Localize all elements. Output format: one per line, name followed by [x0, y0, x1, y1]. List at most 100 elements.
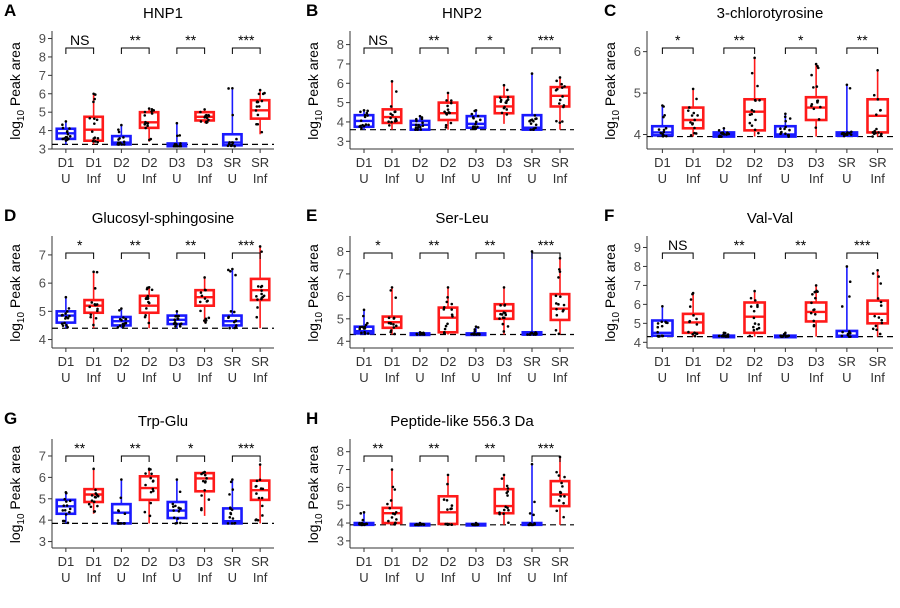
sample-point: [203, 297, 207, 300]
sample-point: [65, 504, 69, 507]
sample-point: [122, 140, 126, 144]
x-tick-label-group: D2: [440, 554, 457, 569]
x-tick-label-group: SR: [838, 155, 856, 170]
significance-label: NS: [668, 237, 687, 253]
y-axis-label-rest: Peak area: [7, 446, 23, 514]
x-tick-label-status: Inf: [870, 171, 885, 186]
sample-point: [117, 138, 120, 141]
sample-point: [175, 322, 178, 326]
y-tick-label: 5: [39, 491, 46, 506]
sample-point: [880, 132, 883, 136]
significance-bracket: [723, 47, 756, 54]
sample-point: [476, 523, 480, 526]
sample-point: [445, 300, 449, 304]
significance-label: **: [734, 32, 745, 48]
sample-point: [204, 115, 207, 118]
significance-label: **: [373, 440, 384, 456]
sample-point: [561, 95, 564, 98]
sample-point: [260, 297, 263, 301]
sample-point: [473, 330, 477, 333]
sample-point: [231, 141, 235, 145]
sample-point: [143, 110, 147, 114]
sample-point: [446, 286, 450, 289]
significance-bracket: [846, 47, 879, 54]
sample-point: [260, 496, 264, 500]
x-tick-label-group: D1: [654, 155, 671, 170]
sample-point: [756, 84, 759, 88]
x-tick-label-status: U: [172, 370, 181, 385]
sample-point: [450, 302, 454, 306]
sample-point: [563, 495, 566, 498]
sample-point: [660, 324, 664, 328]
sample-point: [661, 304, 664, 308]
sample-point: [151, 479, 155, 483]
sample-point: [144, 472, 147, 475]
sample-point: [95, 493, 99, 497]
sample-point: [144, 121, 147, 125]
box-d1-inf: [83, 92, 105, 145]
sample-point: [502, 512, 505, 516]
significance-label: *: [487, 32, 493, 48]
sample-point: [848, 131, 851, 135]
sample-point: [688, 305, 692, 308]
sample-point: [559, 491, 563, 494]
y-axis-label-log: log: [7, 121, 23, 140]
sample-point: [226, 144, 230, 148]
sample-point: [449, 99, 453, 102]
x-tick-label-group: D3: [169, 554, 186, 569]
sample-point: [726, 333, 730, 336]
x-tick-label-group: D2: [113, 155, 130, 170]
sample-point: [505, 108, 509, 111]
sample-point: [172, 144, 176, 148]
sample-point: [755, 327, 759, 331]
panel-letter: F: [604, 206, 614, 225]
sample-point: [750, 71, 754, 75]
sample-point: [695, 97, 698, 101]
box-d1-u: [353, 109, 375, 130]
significance-bracket: [723, 252, 756, 259]
sample-point: [65, 323, 68, 327]
significance-label: ***: [238, 440, 255, 456]
sample-point: [784, 119, 787, 123]
sample-point: [147, 467, 151, 471]
sample-point: [203, 473, 207, 477]
sample-point: [148, 514, 152, 518]
y-axis-label-log: log: [602, 323, 618, 342]
sample-point: [842, 134, 846, 138]
significance-label: **: [185, 237, 196, 253]
significance-label: ***: [538, 440, 555, 456]
sample-point: [173, 318, 177, 322]
sample-point: [60, 314, 64, 317]
sample-point: [506, 506, 509, 510]
sample-point: [562, 105, 565, 109]
x-tick-label-status: U: [471, 370, 480, 385]
x-tick-label-group: D3: [468, 354, 485, 369]
sample-point: [389, 112, 392, 116]
sample-point: [757, 326, 761, 330]
sample-point: [93, 136, 97, 140]
sample-point: [752, 328, 756, 332]
sample-point: [61, 123, 64, 126]
sample-point: [502, 83, 506, 87]
significance-bracket: [846, 252, 879, 259]
x-tick-label-status: U: [228, 171, 237, 186]
y-axis-label-log: log: [305, 121, 321, 140]
y-tick-label: 6: [337, 76, 344, 91]
sample-point: [449, 121, 453, 125]
box-d1-u: [650, 104, 674, 138]
x-tick-label-status: U: [471, 570, 480, 585]
sample-point: [555, 470, 558, 474]
y-tick-label: 4: [39, 123, 46, 138]
sample-point: [473, 328, 477, 331]
sample-point: [696, 114, 699, 117]
box-d1-u: [353, 511, 375, 527]
x-tick-label-status: Inf: [86, 171, 101, 186]
x-tick-label-status: Inf: [686, 370, 701, 385]
sample-point: [557, 474, 561, 477]
sample-point: [65, 130, 69, 133]
sample-point: [874, 324, 878, 328]
sample-point: [93, 122, 96, 125]
sample-point: [507, 521, 510, 524]
sample-point: [394, 521, 397, 525]
sample-point: [849, 133, 853, 136]
